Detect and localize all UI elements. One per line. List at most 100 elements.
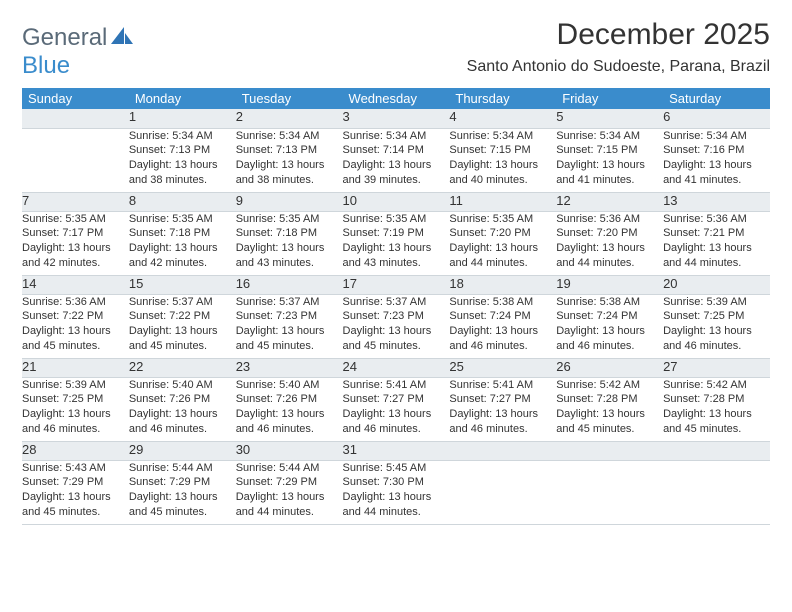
day-detail-cell: Sunrise: 5:35 AMSunset: 7:17 PMDaylight:… xyxy=(22,211,129,275)
sunrise-line: Sunrise: 5:44 AM xyxy=(129,461,236,476)
day-number-cell: 11 xyxy=(449,192,556,211)
daylight-line: Daylight: 13 hours and 40 minutes. xyxy=(449,158,556,188)
sunset-line: Sunset: 7:24 PM xyxy=(556,309,663,324)
sunset-line: Sunset: 7:27 PM xyxy=(449,392,556,407)
logo-sail-icon xyxy=(111,27,133,45)
day-number-cell: 21 xyxy=(22,358,129,377)
daylight-line: Daylight: 13 hours and 38 minutes. xyxy=(129,158,236,188)
sunrise-line: Sunrise: 5:40 AM xyxy=(129,378,236,393)
sunset-line: Sunset: 7:26 PM xyxy=(129,392,236,407)
daylight-line: Daylight: 13 hours and 45 minutes. xyxy=(663,407,770,437)
day-detail-cell: Sunrise: 5:34 AMSunset: 7:15 PMDaylight:… xyxy=(556,128,663,192)
day-detail-cell: Sunrise: 5:42 AMSunset: 7:28 PMDaylight:… xyxy=(556,377,663,441)
daylight-line: Daylight: 13 hours and 45 minutes. xyxy=(22,324,129,354)
sunrise-line: Sunrise: 5:34 AM xyxy=(236,129,343,144)
day-number-cell: 7 xyxy=(22,192,129,211)
sunrise-line: Sunrise: 5:41 AM xyxy=(449,378,556,393)
day-detail-cell: Sunrise: 5:37 AMSunset: 7:22 PMDaylight:… xyxy=(129,294,236,358)
day-detail-cell: Sunrise: 5:40 AMSunset: 7:26 PMDaylight:… xyxy=(236,377,343,441)
daylight-line: Daylight: 13 hours and 43 minutes. xyxy=(236,241,343,271)
daylight-line: Daylight: 13 hours and 46 minutes. xyxy=(22,407,129,437)
day-detail-cell: Sunrise: 5:39 AMSunset: 7:25 PMDaylight:… xyxy=(22,377,129,441)
daylight-line: Daylight: 13 hours and 45 minutes. xyxy=(129,324,236,354)
day-number-row: 14151617181920 xyxy=(22,275,770,294)
day-number-cell: 16 xyxy=(236,275,343,294)
daylight-line: Daylight: 13 hours and 44 minutes. xyxy=(556,241,663,271)
day-number-cell: 22 xyxy=(129,358,236,377)
day-detail-cell: Sunrise: 5:41 AMSunset: 7:27 PMDaylight:… xyxy=(449,377,556,441)
day-number-cell: 20 xyxy=(663,275,770,294)
logo-word1: General xyxy=(22,24,107,51)
sunrise-line: Sunrise: 5:44 AM xyxy=(236,461,343,476)
day-detail-cell: Sunrise: 5:38 AMSunset: 7:24 PMDaylight:… xyxy=(449,294,556,358)
day-number-cell: 3 xyxy=(343,109,450,128)
day-detail-cell: Sunrise: 5:35 AMSunset: 7:20 PMDaylight:… xyxy=(449,211,556,275)
sunrise-line: Sunrise: 5:39 AM xyxy=(663,295,770,310)
daylight-line: Daylight: 13 hours and 41 minutes. xyxy=(663,158,770,188)
daylight-line: Daylight: 13 hours and 45 minutes. xyxy=(129,490,236,520)
day-number-row: 28293031 xyxy=(22,441,770,460)
sunset-line: Sunset: 7:22 PM xyxy=(129,309,236,324)
day-number-cell: 6 xyxy=(663,109,770,128)
day-detail-cell: Sunrise: 5:35 AMSunset: 7:19 PMDaylight:… xyxy=(343,211,450,275)
sunset-line: Sunset: 7:14 PM xyxy=(343,143,450,158)
day-number-cell: 18 xyxy=(449,275,556,294)
location: Santo Antonio do Sudoeste, Parana, Brazi… xyxy=(467,58,770,76)
day-number-cell: 12 xyxy=(556,192,663,211)
day-number-row: 78910111213 xyxy=(22,192,770,211)
sunrise-line: Sunrise: 5:42 AM xyxy=(556,378,663,393)
day-number-cell: 8 xyxy=(129,192,236,211)
sunrise-line: Sunrise: 5:36 AM xyxy=(22,295,129,310)
daylight-line: Daylight: 13 hours and 46 minutes. xyxy=(129,407,236,437)
sunrise-line: Sunrise: 5:34 AM xyxy=(556,129,663,144)
daylight-line: Daylight: 13 hours and 46 minutes. xyxy=(556,324,663,354)
day-detail-cell: Sunrise: 5:40 AMSunset: 7:26 PMDaylight:… xyxy=(129,377,236,441)
sunset-line: Sunset: 7:20 PM xyxy=(449,226,556,241)
day-detail-cell: Sunrise: 5:36 AMSunset: 7:22 PMDaylight:… xyxy=(22,294,129,358)
sunset-line: Sunset: 7:23 PM xyxy=(236,309,343,324)
sunset-line: Sunset: 7:16 PM xyxy=(663,143,770,158)
title-block: December 2025 Santo Antonio do Sudoeste,… xyxy=(467,18,770,84)
day-number-cell: 10 xyxy=(343,192,450,211)
sunset-line: Sunset: 7:28 PM xyxy=(556,392,663,407)
weekday-header: Wednesday xyxy=(343,88,450,109)
day-number-cell: 25 xyxy=(449,358,556,377)
day-number-cell xyxy=(449,441,556,460)
daylight-line: Daylight: 13 hours and 46 minutes. xyxy=(663,324,770,354)
sunrise-line: Sunrise: 5:38 AM xyxy=(556,295,663,310)
day-detail-row: Sunrise: 5:34 AMSunset: 7:13 PMDaylight:… xyxy=(22,128,770,192)
sunrise-line: Sunrise: 5:43 AM xyxy=(22,461,129,476)
sunset-line: Sunset: 7:30 PM xyxy=(343,475,450,490)
sunset-line: Sunset: 7:29 PM xyxy=(236,475,343,490)
sunrise-line: Sunrise: 5:39 AM xyxy=(22,378,129,393)
sunset-line: Sunset: 7:18 PM xyxy=(236,226,343,241)
sunrise-line: Sunrise: 5:35 AM xyxy=(22,212,129,227)
sunset-line: Sunset: 7:29 PM xyxy=(129,475,236,490)
day-number-cell xyxy=(663,441,770,460)
day-number-cell: 9 xyxy=(236,192,343,211)
day-detail-row: Sunrise: 5:39 AMSunset: 7:25 PMDaylight:… xyxy=(22,377,770,441)
day-detail-cell: Sunrise: 5:38 AMSunset: 7:24 PMDaylight:… xyxy=(556,294,663,358)
sunset-line: Sunset: 7:13 PM xyxy=(129,143,236,158)
sunset-line: Sunset: 7:26 PM xyxy=(236,392,343,407)
day-number-cell: 24 xyxy=(343,358,450,377)
day-detail-cell: Sunrise: 5:34 AMSunset: 7:16 PMDaylight:… xyxy=(663,128,770,192)
day-detail-cell: Sunrise: 5:34 AMSunset: 7:15 PMDaylight:… xyxy=(449,128,556,192)
day-detail-cell: Sunrise: 5:42 AMSunset: 7:28 PMDaylight:… xyxy=(663,377,770,441)
sunrise-line: Sunrise: 5:37 AM xyxy=(129,295,236,310)
sunset-line: Sunset: 7:24 PM xyxy=(449,309,556,324)
weekday-header: Tuesday xyxy=(236,88,343,109)
daylight-line: Daylight: 13 hours and 45 minutes. xyxy=(556,407,663,437)
sunset-line: Sunset: 7:28 PM xyxy=(663,392,770,407)
day-detail-cell: Sunrise: 5:36 AMSunset: 7:21 PMDaylight:… xyxy=(663,211,770,275)
day-number-cell: 27 xyxy=(663,358,770,377)
daylight-line: Daylight: 13 hours and 46 minutes. xyxy=(343,407,450,437)
sunrise-line: Sunrise: 5:35 AM xyxy=(129,212,236,227)
weekday-header: Friday xyxy=(556,88,663,109)
day-number-row: 123456 xyxy=(22,109,770,128)
day-number-cell: 31 xyxy=(343,441,450,460)
sunset-line: Sunset: 7:27 PM xyxy=(343,392,450,407)
day-detail-cell: Sunrise: 5:34 AMSunset: 7:13 PMDaylight:… xyxy=(129,128,236,192)
day-detail-cell: Sunrise: 5:43 AMSunset: 7:29 PMDaylight:… xyxy=(22,460,129,524)
sunrise-line: Sunrise: 5:45 AM xyxy=(343,461,450,476)
